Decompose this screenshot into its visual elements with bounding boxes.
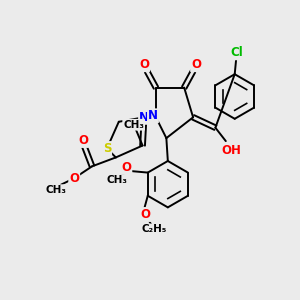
Text: O: O: [191, 58, 201, 71]
Text: CH₃: CH₃: [46, 185, 67, 195]
Text: O: O: [141, 208, 151, 221]
Text: CH₃: CH₃: [107, 175, 128, 185]
Text: N: N: [139, 111, 149, 124]
Text: O: O: [69, 172, 79, 185]
Text: Cl: Cl: [231, 46, 244, 59]
Text: O: O: [122, 161, 131, 174]
Text: OH: OH: [222, 143, 242, 157]
Text: S: S: [103, 142, 111, 155]
Text: N: N: [148, 109, 158, 122]
Text: C₂H₅: C₂H₅: [141, 224, 167, 234]
Text: CH₃: CH₃: [123, 120, 144, 130]
Text: O: O: [139, 58, 149, 71]
Text: O: O: [78, 134, 88, 147]
